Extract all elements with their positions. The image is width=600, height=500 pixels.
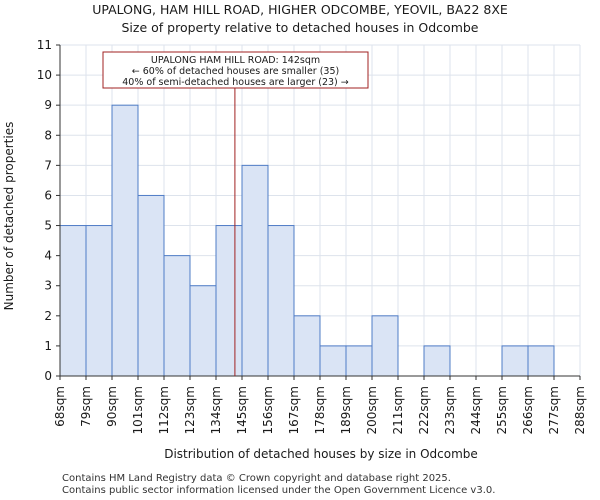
histogram-bar [501, 345, 529, 377]
x-tick-label: 255sqm [495, 386, 509, 434]
x-tick-label: 79sqm [79, 386, 93, 427]
annotation-line-3: 40% of semi-detached houses are larger (… [122, 77, 349, 88]
y-tick-label: 3 [44, 279, 52, 293]
y-tick-label: 0 [44, 369, 52, 383]
annotation-line-2: ← 60% of detached houses are smaller (35… [132, 66, 339, 77]
x-tick-label: 178sqm [313, 386, 327, 434]
histogram-bar [319, 345, 347, 377]
histogram-bar [85, 225, 113, 377]
x-tick-label: 145sqm [235, 386, 249, 434]
x-tick-label: 68sqm [53, 386, 67, 427]
x-tick-label: 233sqm [443, 386, 457, 434]
histogram-bar [345, 345, 373, 377]
x-tick-label: 277sqm [547, 386, 561, 434]
bars-layer [59, 104, 555, 377]
x-tick-label: 90sqm [105, 386, 119, 427]
annotation-layer: UPALONG HAM HILL ROAD: 142sqm← 60% of de… [102, 51, 369, 376]
histogram-bar [59, 225, 87, 377]
x-tick-label: 211sqm [391, 386, 405, 434]
footer-copyright: Contains HM Land Registry data © Crown c… [62, 473, 451, 484]
y-axis-label: Number of detached properties [2, 122, 16, 311]
histogram-bar [111, 104, 139, 377]
histogram-bar [241, 164, 269, 377]
chart-title: Size of property relative to detached ho… [121, 20, 479, 35]
x-tick-label: 123sqm [183, 386, 197, 434]
x-tick-label: 222sqm [417, 386, 431, 434]
x-tick-label: 266sqm [521, 386, 535, 434]
histogram-bar [423, 345, 451, 377]
x-tick-label: 189sqm [339, 386, 353, 434]
x-axis-label: Distribution of detached houses by size … [164, 447, 478, 461]
x-tick-label: 167sqm [287, 386, 301, 434]
x-tick-label: 156sqm [261, 386, 275, 434]
histogram-bar [215, 225, 243, 377]
histogram-bar [163, 255, 191, 377]
histogram-bar [527, 345, 555, 377]
x-tick-label: 134sqm [209, 386, 223, 434]
y-tick-label: 5 [44, 219, 52, 233]
y-tick-label: 1 [44, 339, 52, 353]
histogram-bar [371, 315, 399, 377]
y-tick-label: 6 [44, 188, 52, 202]
y-tick-label: 8 [44, 128, 52, 142]
x-tick-label: 112sqm [157, 386, 171, 434]
histogram-bar [267, 225, 295, 377]
chart-title-address: UPALONG, HAM HILL ROAD, HIGHER ODCOMBE, … [92, 2, 508, 17]
footer-licence: Contains public sector information licen… [62, 485, 496, 496]
annotation-box [102, 51, 369, 89]
histogram-bar [137, 194, 165, 377]
x-tick-label: 200sqm [365, 386, 379, 434]
y-tick-label: 7 [44, 158, 52, 172]
y-tick-label: 4 [44, 249, 52, 263]
y-tick-label: 11 [37, 38, 52, 52]
axes-layer: 0 1 2 3 4 5 6 7 8 9 10 11 68sqm 79sqm 90sqm 101sqm 112sq… [37, 38, 587, 434]
y-tick-label: 2 [44, 309, 52, 323]
x-tick-label: 288sqm [573, 386, 587, 434]
y-tick-label: 10 [37, 68, 52, 82]
annotation-line-1: UPALONG HAM HILL ROAD: 142sqm [151, 55, 320, 66]
histogram-bar [189, 285, 217, 377]
x-tick-label: 101sqm [131, 386, 145, 434]
y-tick-label: 9 [44, 98, 52, 112]
x-tick-label: 244sqm [469, 386, 483, 434]
histogram-bar [293, 315, 321, 377]
